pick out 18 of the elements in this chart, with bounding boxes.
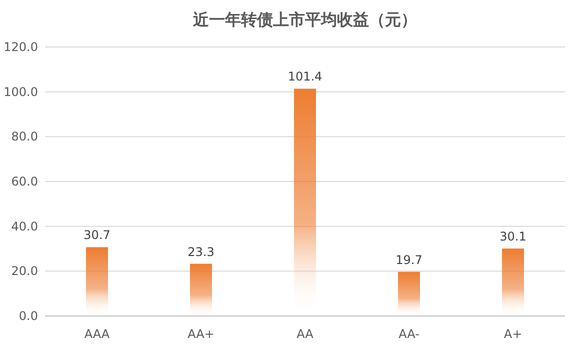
y-tick-label: 60.0	[11, 174, 38, 188]
data-label: 30.7	[84, 228, 110, 242]
x-tick-label: A+	[504, 327, 522, 341]
x-tick-label: AA	[296, 327, 314, 341]
y-tick-label: 80.0	[11, 130, 38, 144]
data-label: 101.4	[288, 70, 322, 84]
y-tick-label: 0.0	[18, 309, 38, 323]
x-tick-label: AA-	[398, 327, 420, 341]
y-tick-label: 40.0	[11, 219, 38, 234]
chart-title: 近一年转债上市平均收益（元）	[192, 10, 417, 29]
x-tick-label: AAA	[84, 327, 110, 341]
y-tick-label: 20.0	[11, 264, 38, 278]
y-tick-label: 120.0	[4, 40, 38, 54]
x-tick-label: AA+	[188, 327, 214, 341]
data-label: 30.1	[500, 230, 526, 244]
data-label: 19.7	[396, 252, 422, 267]
data-label: 23.3	[188, 244, 214, 259]
y-tick-label: 100.0	[4, 84, 38, 99]
